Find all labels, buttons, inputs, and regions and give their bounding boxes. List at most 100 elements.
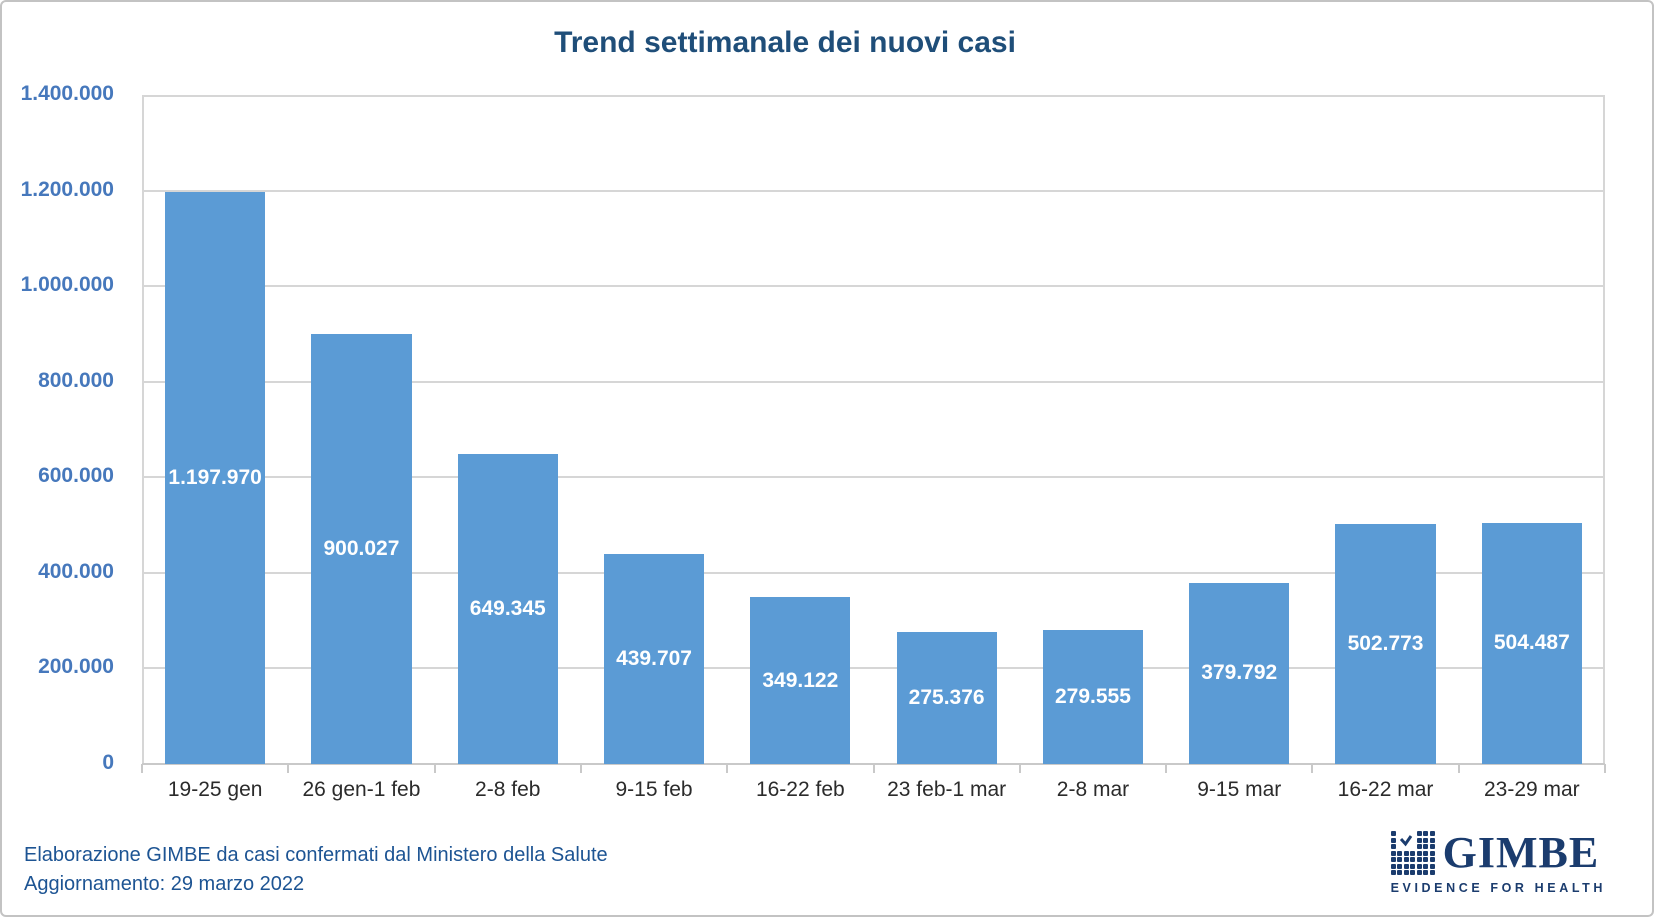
y-axis-tick-label: 800.000 [38, 368, 114, 392]
bar-value-label: 275.376 [908, 686, 985, 710]
x-axis-tick [726, 764, 729, 773]
x-axis-category-label: 23 feb-1 mar [887, 778, 1007, 801]
gridline [142, 380, 1605, 383]
gimbe-logo-top: GIMBE [1390, 831, 1600, 875]
bar-value-label: 502.773 [1347, 631, 1424, 655]
x-axis-tick [287, 764, 290, 773]
y-axis-tick-label: 400.000 [38, 559, 114, 583]
logo-grid-cell [1423, 850, 1429, 856]
logo-grid-cell [1390, 844, 1396, 849]
gimbe-grid-icon [1390, 831, 1435, 875]
logo-grid-cell [1390, 857, 1396, 862]
logo-grid-cell [1429, 870, 1435, 875]
gridline [142, 667, 1605, 670]
x-axis-category-label: 2-8 mar [1056, 778, 1130, 801]
bar-value-label: 900.027 [323, 536, 400, 560]
gridline [142, 189, 1605, 192]
logo-grid-cell [1390, 837, 1396, 843]
logo-grid-cell [1390, 831, 1396, 836]
logo-grid-cell [1423, 863, 1429, 869]
bar-value-label: 279.555 [1054, 685, 1131, 709]
gridline [142, 285, 1605, 288]
logo-grid-cell [1429, 863, 1435, 869]
x-axis-category-label: 9-15 mar [1197, 778, 1282, 801]
logo-grid-cell [1403, 870, 1409, 875]
logo-grid-cell [1416, 850, 1422, 856]
bar: 275.376 [896, 632, 997, 764]
logo-grid-cell [1410, 850, 1416, 856]
x-axis-category-label: 23-29 mar [1483, 778, 1580, 801]
logo-grid-cell [1429, 831, 1435, 836]
gimbe-logo: GIMBE EVIDENCE FOR HEALTH [1390, 831, 1606, 895]
x-axis-tick [1457, 764, 1460, 773]
y-axis-tick-label: 1.400.000 [20, 82, 114, 105]
x-axis-category-label: 2-8 feb [475, 778, 541, 801]
bar: 379.792 [1189, 582, 1290, 764]
y-axis-tick-label: 600.000 [38, 464, 114, 488]
logo-grid-cell [1390, 850, 1396, 856]
logo-grid-cell [1423, 837, 1429, 843]
logo-grid-cell [1423, 870, 1429, 875]
x-axis-category-label: 9-15 feb [615, 778, 693, 801]
x-axis-category-label: 19-25 gen [167, 778, 263, 801]
logo-grid-cell [1416, 863, 1422, 869]
logo-grid-cell [1397, 857, 1403, 862]
logo-grid-cell [1397, 850, 1403, 856]
gimbe-tagline: EVIDENCE FOR HEALTH [1390, 881, 1606, 895]
logo-grid-cell [1390, 863, 1396, 869]
bar-value-label: 649.345 [469, 596, 546, 620]
logo-grid-cell [1410, 857, 1416, 862]
x-axis-tick [141, 764, 143, 773]
logo-grid-cell [1397, 870, 1403, 875]
x-axis-category-label: 26 gen-1 feb [302, 778, 421, 801]
logo-grid-cell [1390, 870, 1396, 875]
logo-grid-cell [1423, 844, 1429, 849]
x-axis-tick [1165, 764, 1168, 773]
bar: 649.345 [457, 453, 558, 764]
logo-check-icon [1397, 831, 1416, 849]
logo-grid-cell [1429, 837, 1435, 843]
logo-grid-cell [1403, 863, 1409, 869]
bar: 1.197.970 [165, 191, 266, 764]
logo-grid-cell [1410, 870, 1416, 875]
bar: 900.027 [311, 333, 412, 764]
logo-grid-cell [1416, 831, 1422, 836]
y-axis-tick-label: 0 [102, 751, 114, 774]
x-axis-category-label: 16-22 mar [1337, 778, 1434, 801]
logo-grid-cell [1403, 850, 1409, 856]
logo-grid-cell [1423, 831, 1429, 836]
bar: 349.122 [750, 597, 851, 764]
logo-grid-cell [1416, 857, 1422, 862]
x-axis-tick [1018, 764, 1021, 773]
x-axis-tick [579, 764, 582, 773]
bar: 504.487 [1481, 522, 1582, 764]
logo-grid-cell [1410, 863, 1416, 869]
x-axis-tick [433, 764, 436, 773]
x-axis-tick [1311, 764, 1314, 773]
chart-title: Trend settimanale dei nuovi casi [554, 26, 1016, 59]
x-axis-tick [872, 764, 875, 773]
logo-grid-cell [1416, 870, 1422, 875]
bar: 279.555 [1042, 630, 1144, 764]
logo-grid-cell [1429, 857, 1435, 862]
bar: 439.707 [603, 553, 705, 764]
bar-value-label: 1.197.970 [168, 465, 262, 489]
plot-border [142, 95, 1605, 764]
footer-source: Elaborazione GIMBE da casi confermati da… [24, 844, 608, 866]
bar-value-label: 504.487 [1493, 631, 1570, 655]
y-axis-tick-label: 200.000 [38, 655, 114, 679]
y-axis-tick-label: 1.200.000 [20, 177, 114, 201]
logo-grid-cell [1397, 863, 1403, 869]
x-axis-tick [1604, 764, 1606, 773]
logo-grid-cell [1429, 844, 1435, 849]
bar-value-label: 349.122 [762, 668, 839, 692]
logo-grid-cell [1429, 850, 1435, 856]
footer-updated: Aggiornamento: 29 marzo 2022 [24, 873, 305, 895]
bar: 502.773 [1335, 523, 1436, 764]
gridline [142, 571, 1605, 574]
bar-value-label: 379.792 [1201, 661, 1278, 685]
x-axis-category-label: 16-22 feb [755, 778, 845, 801]
logo-grid-cell [1416, 837, 1422, 843]
y-axis-tick-label: 1.000.000 [20, 273, 114, 297]
